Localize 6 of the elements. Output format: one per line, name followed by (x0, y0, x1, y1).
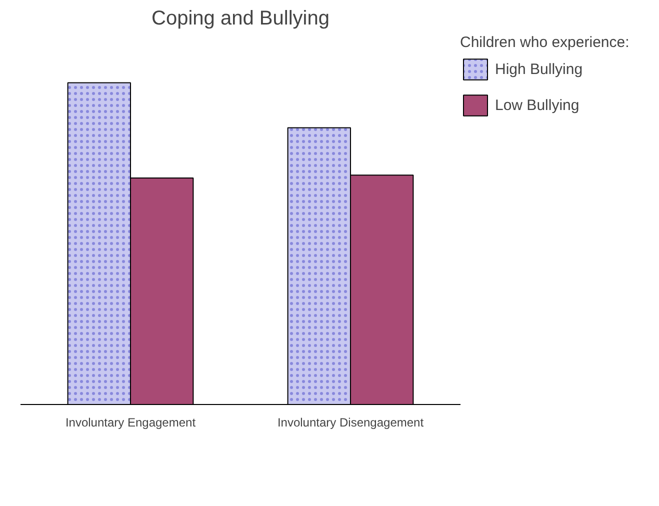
legend-label: High Bullying (495, 60, 583, 78)
x-tick-label: Involuntary Disengagement (277, 416, 424, 430)
legend-label: Low Bullying (495, 96, 580, 114)
chart-title: Coping and Bullying (152, 8, 330, 30)
legend-title: Children who experience: (460, 34, 630, 51)
x-tick-label: Involuntary Engagement (65, 416, 196, 430)
